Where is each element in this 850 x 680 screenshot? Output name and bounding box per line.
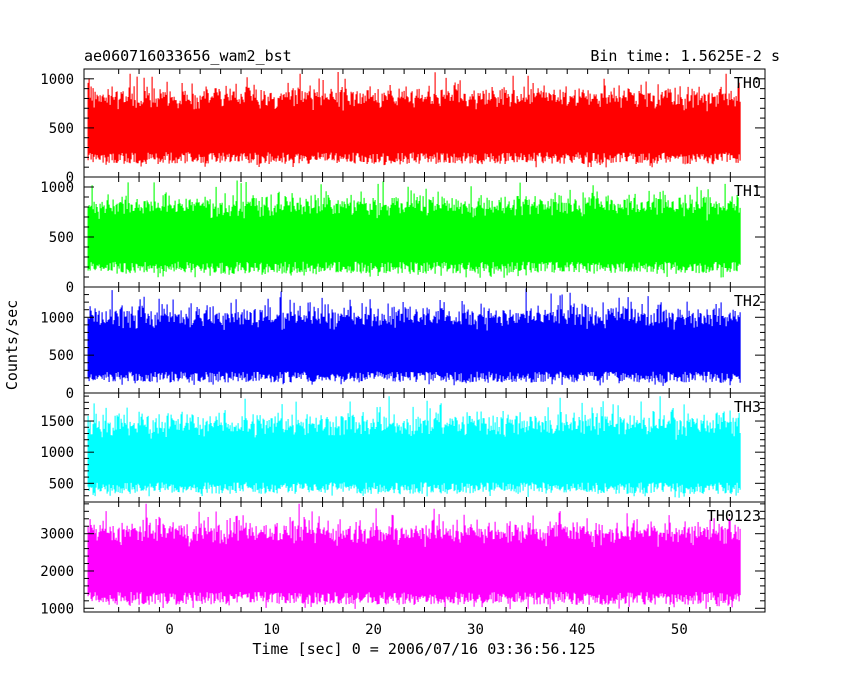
y-tick-label: 0 <box>66 280 74 296</box>
series-th2-line <box>87 288 741 386</box>
y-tick-label: 2000 <box>40 564 74 580</box>
chart-title: ae060716033656_wam2_bst <box>84 47 292 65</box>
panel-label-th3: TH3 <box>734 398 761 416</box>
y-tick-label: 1000 <box>40 601 74 617</box>
panel-th2: 0 500 1000 TH2 <box>40 286 766 402</box>
x-tick-label: 50 <box>671 622 688 638</box>
bin-time-label: Bin time: 1.5625E-2 s <box>590 47 780 65</box>
panels-group: 0 500 1000 TH0 0 500 1000 TH1 0 500 1000 TH2 500 1000… <box>40 68 766 617</box>
series-th0123-line <box>87 503 741 610</box>
y-axis-label: Counts/sec <box>3 300 21 390</box>
y-tick-label: 1000 <box>40 72 74 88</box>
y-tick-label: 500 <box>49 476 74 492</box>
y-tick-label: 1000 <box>40 445 74 461</box>
x-tick-label: 10 <box>263 622 280 638</box>
series-th3-line <box>87 396 741 498</box>
x-tick-label: 0 <box>165 622 173 638</box>
panel-th0: 0 500 1000 TH0 <box>40 68 766 186</box>
x-axis-label: Time [sec] 0 = 2006/07/16 03:36:56.125 <box>252 640 595 658</box>
x-tick-label: 20 <box>365 622 382 638</box>
y-tick-label: 0 <box>66 170 74 186</box>
y-tick-label: 500 <box>49 121 74 137</box>
series-th1-line <box>87 180 741 278</box>
panel-label-th1: TH1 <box>734 182 761 200</box>
y-tick-label: 1000 <box>40 310 74 326</box>
panel-th3: 500 1000 1500 TH3 <box>40 392 766 503</box>
x-tick-label: 30 <box>467 622 484 638</box>
panel-th0123: 1000 2000 3000 TH0123 <box>40 501 766 617</box>
y-tick-label: 1000 <box>40 180 74 196</box>
x-tick-label: 40 <box>569 622 586 638</box>
y-tick-label: 500 <box>49 348 74 364</box>
y-tick-label: 1500 <box>40 414 74 430</box>
panel-label-th0: TH0 <box>734 74 761 92</box>
panel-label-th2: TH2 <box>734 292 761 310</box>
x-axis: 0 10 20 30 40 50 <box>165 622 687 638</box>
panel-th1: 0 500 1000 TH1 <box>40 176 766 296</box>
series-th0-line <box>87 72 741 168</box>
panel-label-th0123: TH0123 <box>707 507 761 525</box>
y-tick-label: 500 <box>49 230 74 246</box>
y-tick-label: 0 <box>66 386 74 402</box>
y-tick-label: 3000 <box>40 527 74 543</box>
